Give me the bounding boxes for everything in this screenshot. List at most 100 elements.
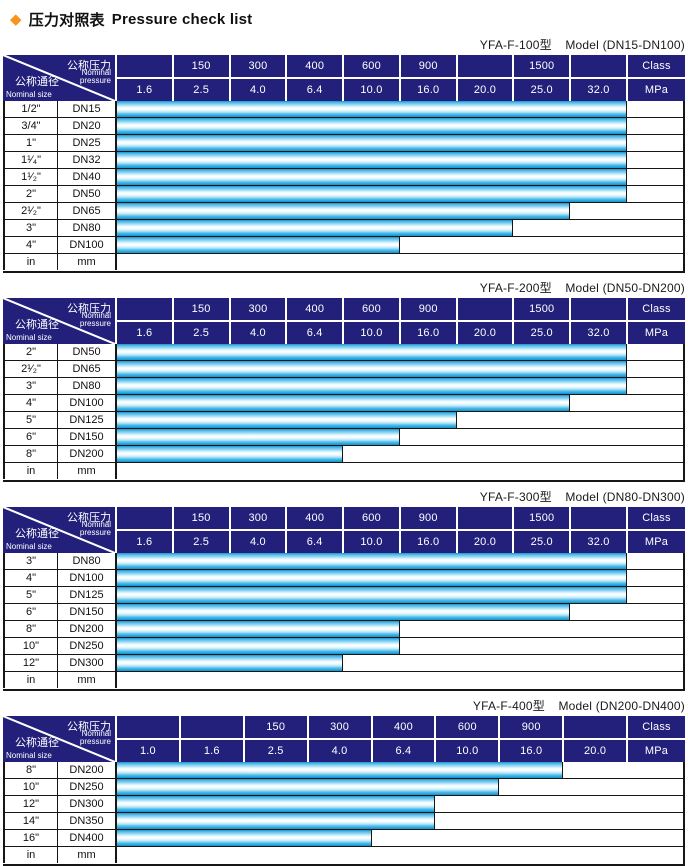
pressure-range-bar [117, 135, 627, 151]
mpa-header-cell: 25.0 [514, 322, 572, 344]
corner-pressure-zh-label: 公称压力 [67, 303, 111, 315]
empty-range-cell [343, 446, 685, 462]
class-header-cell [571, 507, 628, 529]
empty-range-cell [627, 344, 685, 360]
size-inch-cell: 3/4" [3, 118, 58, 134]
size-dn-cell: DN25 [58, 135, 117, 151]
size-dn-cell: DN100 [58, 237, 117, 253]
pressure-range-bar [117, 237, 400, 253]
table-model-range: Model (DN200-DN400) [558, 699, 685, 713]
pressure-table: 公称压力 Nominal pressure 公称通径 Nominal size 150 3… [3, 716, 685, 866]
class-header-cell: 400 [372, 716, 437, 738]
corner-header-cell: 公称压力 Nominal pressure 公称通径 Nominal size [3, 507, 117, 553]
size-dn-cell: DN80 [58, 378, 117, 394]
class-header-cell: 400 [287, 298, 345, 320]
class-header-cell: 900 [400, 55, 458, 77]
class-header-cell [457, 55, 515, 77]
empty-range-cell [343, 655, 685, 671]
mpa-header-cell: 4.0 [230, 79, 288, 101]
size-inch-cell: 2¹⁄₂" [3, 203, 58, 219]
table-row: 2¹⁄₂" DN65 [3, 361, 685, 378]
table-row: 8" DN200 [3, 762, 685, 779]
size-dn-cell: DN15 [58, 101, 117, 117]
size-inch-cell: 16" [3, 830, 58, 846]
size-dn-cell: DN80 [58, 553, 117, 569]
size-inch-cell: 10" [3, 638, 58, 654]
pressure-range-bar [117, 446, 344, 462]
pressure-range-bar [117, 186, 627, 202]
size-inch-cell: 3" [3, 220, 58, 236]
pressure-range-bar [117, 412, 457, 428]
size-inch-cell: 12" [3, 796, 58, 812]
size-inch-cell: 1¹⁄₄" [3, 152, 58, 168]
size-dn-cell: DN300 [58, 796, 117, 812]
corner-size-en-label: Nominal size [6, 333, 52, 342]
mpa-header-cell: 1.0 [117, 740, 181, 762]
empty-range-cell [627, 553, 685, 569]
mpa-header-cell: 32.0 [571, 531, 628, 553]
empty-range-cell [513, 220, 685, 236]
size-inch-cell: 12" [3, 655, 58, 671]
empty-range-cell [627, 378, 685, 394]
empty-range-cell [570, 395, 685, 411]
class-header-cell [564, 716, 628, 738]
corner-pressure-en-label: Nominal pressure [79, 68, 111, 85]
table-row: 1¹⁄₂" DN40 [3, 169, 685, 186]
table-row: 2¹⁄₂" DN65 [3, 203, 685, 220]
table-subtitle: YFA-F-100型 Model (DN15-DN100) [3, 36, 685, 53]
pressure-table: 公称压力 Nominal pressure 公称通径 Nominal size 150 3… [3, 298, 685, 482]
pressure-range-bar [117, 101, 627, 117]
table-row: 3" DN80 [3, 553, 685, 570]
size-inch-cell: 4" [3, 570, 58, 586]
table-row: 10" DN250 [3, 779, 685, 796]
diagonal-divider [3, 507, 115, 553]
size-inch-cell: 3" [3, 378, 58, 394]
table-header: 公称压力 Nominal pressure 公称通径 Nominal size 150 3… [3, 507, 685, 553]
table-model-label: YFA-F-300型 [479, 490, 552, 504]
class-header-cell [457, 507, 515, 529]
corner-pressure-en-label: Nominal pressure [79, 729, 111, 746]
pressure-range-bar [117, 655, 344, 671]
diagonal-divider [3, 298, 115, 344]
table-row: 5" DN125 [3, 412, 685, 429]
size-dn-cell: DN250 [58, 638, 117, 654]
mpa-header-cell: 25.0 [514, 531, 572, 553]
diagonal-divider [3, 716, 115, 762]
empty-range-cell [117, 254, 685, 271]
table-row: 2" DN50 [3, 186, 685, 203]
mpa-header-cell: 10.0 [344, 322, 401, 344]
mpa-header-cell: 1.6 [117, 531, 174, 553]
pressure-range-bar [117, 813, 436, 829]
mpa-header-cell: 4.0 [230, 531, 288, 553]
class-header-cell [180, 716, 245, 738]
mpa-header-cell: 6.4 [287, 531, 345, 553]
header-columns: 150 300 400 600 900 1500 Class 1.6 2.5 4.0 6.4 10.0… [117, 507, 685, 553]
pressure-table-section-300: YFA-F-300型 Model (DN80-DN300) 公称压力 Nomina… [3, 488, 688, 691]
mpa-header-cell: 6.4 [287, 79, 345, 101]
empty-range-cell [563, 762, 685, 778]
table-row: 12" DN300 [3, 796, 685, 813]
empty-range-cell [456, 412, 685, 428]
table-subtitle: YFA-F-300型 Model (DN80-DN300) [3, 488, 685, 505]
table-model-label: YFA-F-200型 [479, 281, 552, 295]
header-columns: 150 300 400 600 900 Class 1.0 1.6 2.5 4.0 6.4 10.0 1… [117, 716, 685, 762]
mpa-header-cell: 25.0 [514, 79, 572, 101]
mpa-header-row: 1.6 2.5 4.0 6.4 10.0 16.0 20.0 25.0 32.0 MPa [117, 531, 685, 553]
size-dn-cell: DN50 [58, 344, 117, 360]
table-row: 4" DN100 [3, 237, 685, 254]
corner-size-zh-label: 公称通径 [15, 319, 59, 331]
mpa-header-cell: 10.0 [344, 79, 401, 101]
empty-range-cell [435, 813, 685, 829]
size-inch-cell: in [3, 847, 58, 863]
class-header-cell [117, 716, 181, 738]
class-header-cell: 900 [500, 716, 565, 738]
page-title-zh: 压力对照表 [28, 12, 105, 29]
size-dn-cell: DN150 [58, 429, 117, 445]
mpa-header-cell: 2.5 [244, 740, 309, 762]
empty-range-cell [627, 101, 685, 117]
pressure-range-bar [117, 429, 400, 445]
corner-header-cell: 公称压力 Nominal pressure 公称通径 Nominal size [3, 55, 117, 101]
table-row: in mm [3, 847, 685, 864]
class-header-cell: 300 [230, 55, 288, 77]
mpa-header-cell: 20.0 [457, 322, 515, 344]
